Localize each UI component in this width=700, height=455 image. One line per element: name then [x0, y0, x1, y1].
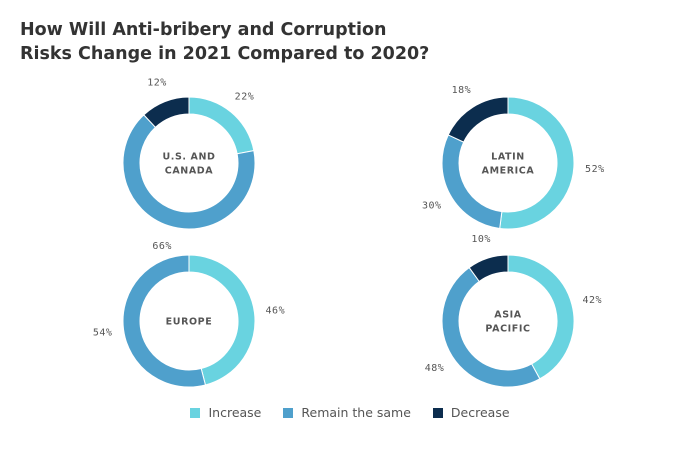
legend-item-decrease: Decrease — [432, 405, 510, 420]
donut-slice-3-decrease — [468, 254, 509, 283]
slice-label-3-remain: 48% — [425, 363, 445, 374]
chart-title-line-2: Risks Change in 2021 Compared to 2020? — [20, 44, 430, 64]
chart-title-line-1: How Will Anti-bribery and Corruption — [20, 20, 387, 40]
region-label-0-line-0: U.S. AND — [162, 152, 215, 163]
donut-slice-1-decrease — [447, 96, 509, 143]
legend-label-decrease: Decrease — [450, 405, 510, 420]
legend: Increase Remain the same Decrease — [0, 405, 700, 420]
region-label-3-line-1: PACIFIC — [485, 324, 530, 335]
chart-title: How Will Anti-bribery and Corruption Ris… — [20, 18, 480, 66]
donut-slice-1-remain — [441, 134, 503, 230]
slice-label-0-decrease: 12% — [147, 78, 167, 89]
legend-label-remain: Remain the same — [301, 405, 411, 420]
legend-swatch-increase — [190, 407, 201, 418]
slice-label-0-remain: 66% — [152, 241, 172, 252]
slice-label-2-remain: 54% — [93, 327, 113, 338]
region-label-3-line-0: ASIA — [494, 310, 522, 321]
legend-label-increase: Increase — [208, 405, 262, 420]
region-label-1-line-1: AMERICA — [482, 166, 535, 177]
donut-slice-0-remain — [122, 114, 256, 230]
slice-label-1-increase: 52% — [585, 164, 605, 175]
legend-item-increase: Increase — [190, 405, 261, 420]
slice-label-3-decrease: 10% — [471, 234, 491, 245]
donut-slice-2-remain — [122, 254, 207, 388]
donut-charts: 22% 66% 12% U.S. AND CANADA 52% 30% 18% LATIN AME… — [93, 78, 605, 388]
slice-label-1-remain: 30% — [422, 200, 442, 211]
region-label-2-line-0: EUROPE — [166, 317, 213, 328]
slice-label-2-increase: 46% — [266, 306, 286, 317]
region-label-1-line-0: LATIN — [491, 152, 525, 163]
donut-slice-0-decrease — [143, 96, 190, 128]
slice-label-3-increase: 42% — [582, 295, 602, 306]
legend-item-remain: Remain the same — [283, 405, 411, 420]
legend-swatch-decrease — [432, 407, 443, 418]
donut-slice-1-increase — [499, 96, 575, 230]
slice-label-0-increase: 22% — [235, 91, 255, 102]
region-label-0-line-1: CANADA — [165, 166, 214, 177]
legend-swatch-remain — [283, 407, 294, 418]
slice-label-1-decrease: 18% — [452, 85, 472, 96]
donut-slice-0-increase — [188, 96, 255, 155]
